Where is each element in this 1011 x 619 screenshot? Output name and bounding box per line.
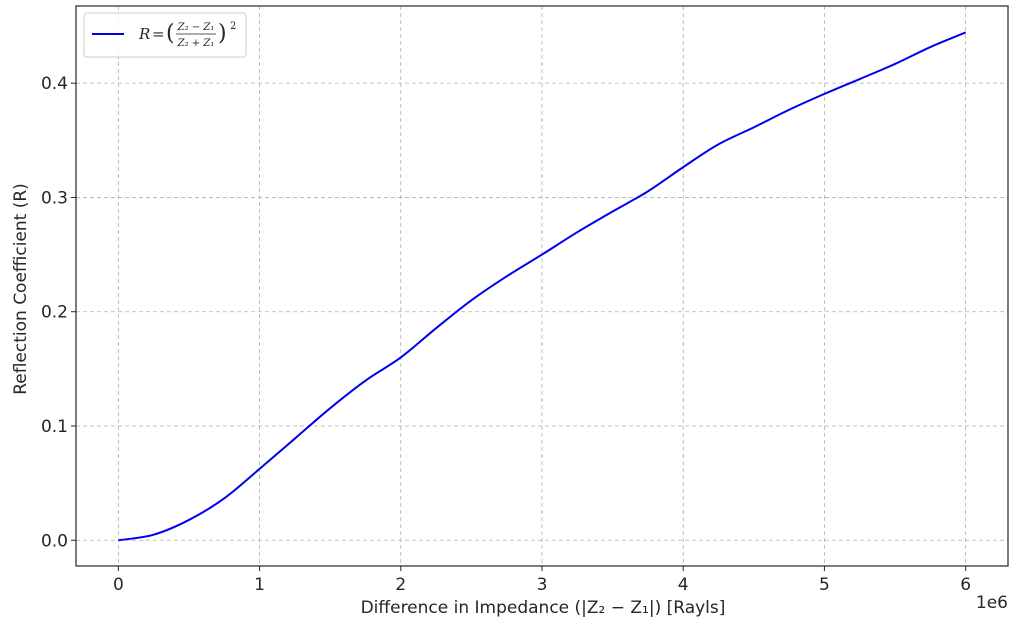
- legend-box: [83, 12, 247, 58]
- x-tick-label: 1: [254, 575, 265, 595]
- y-tick-label: 0.1: [41, 417, 68, 437]
- x-tick-label: 4: [678, 575, 689, 595]
- y-tick-label: 0.3: [41, 188, 68, 208]
- x-axis-offset-label: 1e6: [976, 593, 1008, 613]
- x-tick-label: 5: [819, 575, 830, 595]
- legend: R = ( Z₂ − Z₁ Z₂ + Z₁ ) 2: [83, 12, 247, 58]
- y-axis-label: Reflection Coefficient (R): [11, 183, 31, 395]
- axis-ticks: 0 1 2 3 4 5 6 0.0 0.1 0.2 0.3 0.4: [41, 74, 971, 595]
- y-tick-label: 0.4: [41, 74, 68, 94]
- x-tick-label: 3: [537, 575, 548, 595]
- legend-numerator: Z₂ − Z₁: [177, 22, 215, 33]
- legend-lhs: R: [138, 25, 150, 43]
- y-tick-label: 0.0: [41, 531, 68, 551]
- x-tick-label: 2: [395, 575, 406, 595]
- legend-paren-open: (: [166, 21, 175, 46]
- legend-denominator: Z₂ + Z₁: [177, 38, 215, 49]
- legend-exponent: 2: [230, 21, 236, 32]
- legend-paren-close: ): [218, 21, 227, 46]
- x-tick-label: 6: [960, 575, 971, 595]
- legend-eq: =: [152, 25, 165, 43]
- data-series: [118, 31, 967, 542]
- x-axis-label: Difference in Impedance (|Z₂ − Z₁|) [Ray…: [361, 598, 726, 618]
- grid: [76, 6, 1008, 566]
- y-tick-label: 0.2: [41, 303, 68, 323]
- series-line: [118, 31, 967, 542]
- x-tick-label: 0: [113, 575, 124, 595]
